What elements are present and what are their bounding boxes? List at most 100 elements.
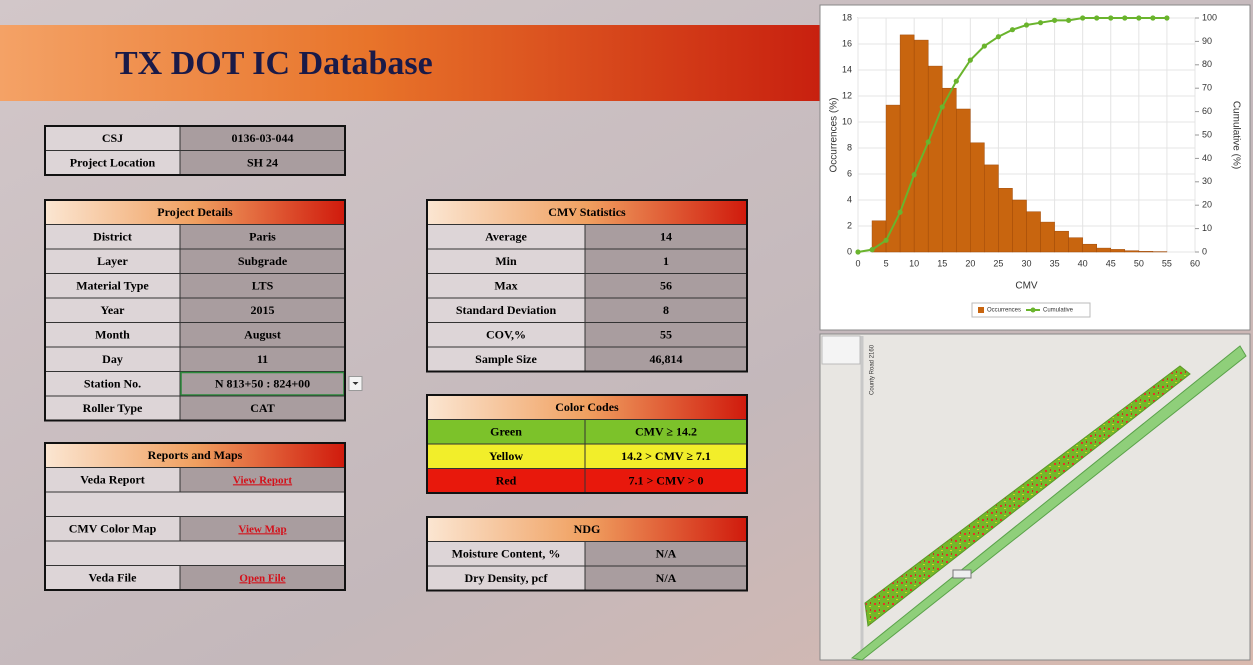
cumulative-point bbox=[1150, 15, 1156, 21]
y-tick-label: 14 bbox=[842, 64, 852, 74]
bar bbox=[1054, 230, 1069, 253]
y-tick-label: 18 bbox=[842, 12, 852, 22]
y2-tick-label: 80 bbox=[1202, 59, 1212, 69]
bar bbox=[998, 188, 1013, 253]
label-cell bbox=[426, 297, 586, 323]
label: Project Location bbox=[70, 156, 156, 170]
label: Moisture Content, % bbox=[452, 547, 561, 561]
cumulative-point bbox=[1094, 15, 1100, 21]
table-title: Reports and Maps bbox=[148, 448, 243, 462]
cumulative-point bbox=[1066, 17, 1072, 23]
label: Min bbox=[495, 254, 517, 268]
x-axis-label: CMV bbox=[1015, 281, 1038, 292]
label: Max bbox=[494, 279, 517, 293]
bar bbox=[970, 142, 985, 253]
x-tick-label: 20 bbox=[965, 258, 975, 268]
value: 1 bbox=[663, 254, 669, 268]
y2-tick-label: 20 bbox=[1202, 200, 1212, 210]
label: Roller Type bbox=[83, 401, 143, 415]
link[interactable]: View Report bbox=[233, 474, 292, 486]
value: 0136-03-044 bbox=[232, 131, 294, 145]
spacer-row bbox=[44, 540, 346, 566]
cumulative-point bbox=[925, 139, 931, 145]
legend-swatch bbox=[978, 307, 984, 313]
cumulative-point bbox=[897, 209, 903, 215]
label-cell bbox=[426, 346, 586, 372]
label: Green bbox=[490, 425, 522, 439]
label-cell bbox=[44, 248, 181, 274]
value-cell bbox=[584, 468, 748, 494]
cumulative-point bbox=[1023, 22, 1030, 28]
value-cell bbox=[179, 516, 346, 542]
x-tick-label: 40 bbox=[1078, 258, 1088, 268]
label: Layer bbox=[97, 254, 128, 268]
y2-tick-label: 90 bbox=[1202, 36, 1212, 46]
bar bbox=[1012, 199, 1027, 253]
y-tick-label: 0 bbox=[847, 246, 852, 256]
table-title: Color Codes bbox=[555, 400, 619, 414]
table-title: NDG bbox=[574, 522, 601, 536]
legend-label: Cumulative bbox=[1043, 308, 1074, 314]
label: CMV Color Map bbox=[69, 522, 157, 536]
table-border bbox=[426, 516, 748, 592]
value-cell bbox=[584, 346, 748, 372]
label: Dry Density, pcf bbox=[465, 571, 549, 585]
label: Veda Report bbox=[80, 473, 145, 487]
y-tick-label: 10 bbox=[842, 116, 852, 126]
value-cell bbox=[179, 248, 346, 274]
cumulative-point bbox=[1009, 27, 1016, 33]
value-cell bbox=[179, 150, 346, 176]
x-tick-label: 55 bbox=[1162, 258, 1172, 268]
x-tick-label: 15 bbox=[937, 258, 947, 268]
y-tick-label: 2 bbox=[847, 220, 852, 230]
label-cell bbox=[426, 224, 586, 250]
value: 56 bbox=[660, 279, 672, 293]
cumulative-point bbox=[855, 249, 861, 255]
value: 7.1 > CMV > 0 bbox=[628, 474, 703, 488]
label: Yellow bbox=[489, 449, 523, 463]
bar bbox=[1082, 243, 1097, 253]
link[interactable]: View Map bbox=[238, 523, 286, 535]
bar bbox=[942, 87, 957, 253]
table-header bbox=[426, 199, 748, 225]
map-legend bbox=[821, 335, 861, 365]
value-cell bbox=[584, 419, 748, 445]
bar bbox=[927, 65, 943, 253]
cumulative-point bbox=[1037, 20, 1044, 26]
y2-tick-label: 70 bbox=[1202, 83, 1212, 93]
value: 55 bbox=[660, 328, 672, 342]
bar bbox=[885, 104, 901, 253]
value-cell bbox=[584, 248, 748, 274]
value: 14.2 > CMV ≥ 7.1 bbox=[621, 449, 711, 463]
label-cell bbox=[44, 565, 181, 591]
value: Subgrade bbox=[238, 254, 288, 268]
adjacent-strip bbox=[850, 345, 1247, 661]
table-title: Project Details bbox=[157, 205, 233, 219]
link[interactable]: Open File bbox=[239, 572, 285, 584]
cumulative-point bbox=[883, 237, 889, 243]
value-cell bbox=[584, 297, 748, 323]
cumulative-point bbox=[981, 43, 987, 49]
value: 8 bbox=[663, 303, 669, 317]
label-cell bbox=[44, 371, 181, 397]
y-tick-label: 12 bbox=[842, 90, 852, 100]
x-tick-label: 45 bbox=[1106, 258, 1116, 268]
label: Material Type bbox=[76, 279, 149, 293]
y2-tick-label: 0 bbox=[1202, 246, 1207, 256]
table-border bbox=[44, 442, 346, 591]
cumulative-point bbox=[1051, 17, 1058, 23]
legend-marker bbox=[1030, 307, 1036, 313]
x-tick-label: 0 bbox=[855, 258, 860, 268]
x-tick-label: 50 bbox=[1134, 258, 1144, 268]
label-cell bbox=[44, 395, 181, 421]
spacer-row bbox=[44, 491, 346, 517]
label: Station No. bbox=[84, 377, 141, 391]
cmv-strip bbox=[864, 365, 1191, 627]
value: N/A bbox=[656, 571, 677, 585]
x-tick-label: 60 bbox=[1190, 258, 1200, 268]
value-cell bbox=[179, 297, 346, 323]
label: Sample Size bbox=[475, 352, 537, 366]
value: SH 24 bbox=[247, 156, 278, 170]
